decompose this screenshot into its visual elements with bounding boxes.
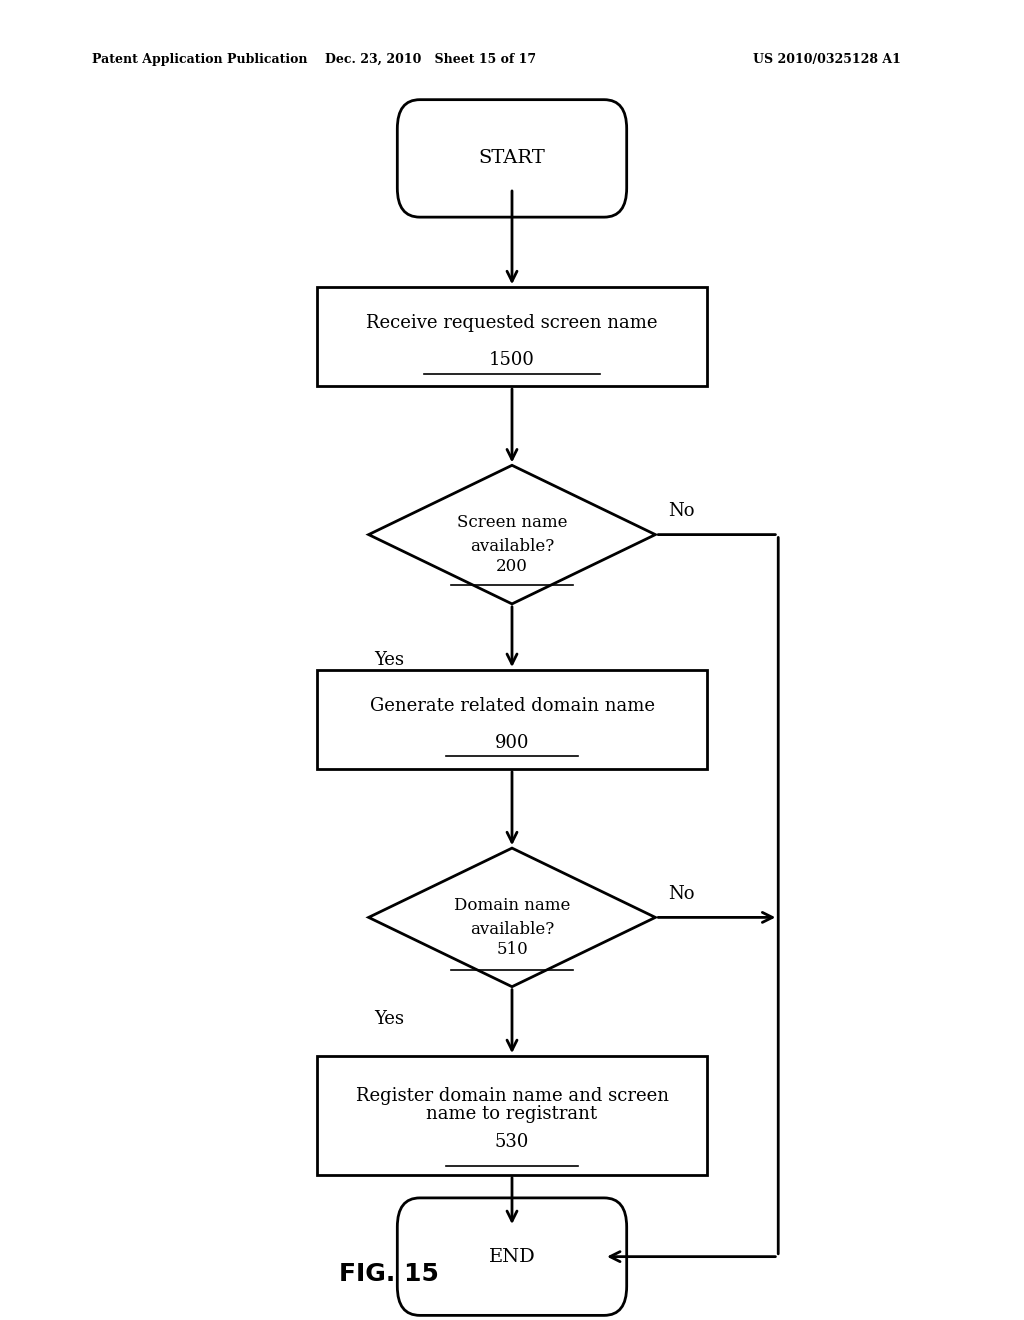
Polygon shape bbox=[369, 466, 655, 605]
Text: 200: 200 bbox=[496, 558, 528, 574]
Bar bbox=[317, 288, 707, 385]
Text: Generate related domain name: Generate related domain name bbox=[370, 697, 654, 715]
Bar bbox=[317, 671, 707, 768]
Text: Domain name: Domain name bbox=[454, 898, 570, 913]
Text: name to registrant: name to registrant bbox=[426, 1105, 598, 1123]
Bar bbox=[317, 1056, 707, 1175]
Text: FIG. 15: FIG. 15 bbox=[339, 1262, 439, 1286]
Text: No: No bbox=[668, 502, 694, 520]
Text: Yes: Yes bbox=[374, 1010, 404, 1028]
Text: Patent Application Publication: Patent Application Publication bbox=[92, 53, 307, 66]
Text: Dec. 23, 2010   Sheet 15 of 17: Dec. 23, 2010 Sheet 15 of 17 bbox=[325, 53, 536, 66]
Polygon shape bbox=[369, 849, 655, 987]
Text: Receive requested screen name: Receive requested screen name bbox=[367, 314, 657, 333]
FancyBboxPatch shape bbox=[397, 100, 627, 216]
Text: 530: 530 bbox=[495, 1133, 529, 1151]
Text: No: No bbox=[668, 884, 694, 903]
Text: available?: available? bbox=[470, 921, 554, 937]
Text: Screen name: Screen name bbox=[457, 515, 567, 531]
Text: available?: available? bbox=[470, 539, 554, 554]
Text: Yes: Yes bbox=[374, 651, 404, 669]
Text: 900: 900 bbox=[495, 734, 529, 752]
Text: END: END bbox=[488, 1247, 536, 1266]
FancyBboxPatch shape bbox=[397, 1199, 627, 1315]
Text: 1500: 1500 bbox=[489, 351, 535, 370]
Text: START: START bbox=[478, 149, 546, 168]
Text: 510: 510 bbox=[496, 941, 528, 957]
Text: Register domain name and screen: Register domain name and screen bbox=[355, 1086, 669, 1105]
Text: US 2010/0325128 A1: US 2010/0325128 A1 bbox=[754, 53, 901, 66]
